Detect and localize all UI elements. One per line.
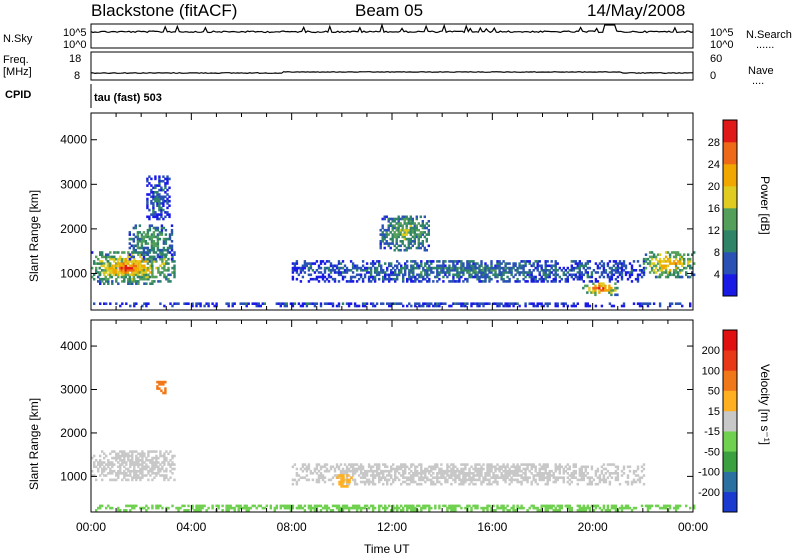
x-axis-label: Time UT <box>364 542 410 556</box>
nave-dots: .... <box>752 75 765 87</box>
velocity-region-4 <box>336 474 353 488</box>
velocity-region-2 <box>291 463 646 486</box>
velocity-cbar-swatch <box>723 390 737 412</box>
velocity-cbar-tick-label: 100 <box>702 365 720 377</box>
x-tick-label: 00:00 <box>76 520 106 534</box>
power-cbar-tick-label: 4 <box>714 269 720 281</box>
freq-trace <box>90 71 693 75</box>
velocity-cbar-swatch <box>723 451 737 472</box>
power-region-5 <box>291 260 646 283</box>
x-tick-label: 08:00 <box>277 520 307 534</box>
power-plot: 1000 2000 3000 4000 <box>60 112 696 311</box>
nsearch-dots: ...... <box>756 39 775 51</box>
axes: 4 8 12 16 20 24 28 200 100 50 15 -15 -50 -100 -200 00:0… <box>76 119 738 534</box>
nave-label: Nave <box>748 65 774 77</box>
power-cbar-swatch <box>723 252 737 275</box>
x-tick-label: 12:00 <box>377 520 407 534</box>
velocity-cbar-tick-label: -15 <box>704 426 720 438</box>
velocity-cbar-swatch <box>723 491 737 513</box>
freq-tick-bottom: 8 <box>74 70 81 82</box>
velocity-cbar-swatch <box>723 370 737 391</box>
power-region-7 <box>582 282 619 297</box>
power-cbar-swatch <box>723 186 737 209</box>
velocity-cbar-swatch <box>723 471 737 493</box>
velocity-cbar-tick-label: 15 <box>708 406 720 418</box>
power-cbar-swatch <box>723 274 737 297</box>
x-tick-label: 00:00 <box>678 520 708 534</box>
velocity-cbar-tick-label: 200 <box>702 345 720 357</box>
power-cbar-tick-label: 24 <box>708 159 720 171</box>
nave-tick-top: 60 <box>710 53 723 65</box>
power-region-8 <box>642 251 696 279</box>
power-cbar-swatch <box>723 230 737 253</box>
power-ytick-label: 4000 <box>60 133 87 147</box>
velocity-ytick-label: 3000 <box>60 383 87 397</box>
velocity-ytick-label: 2000 <box>60 426 87 440</box>
power-ytick-label: 2000 <box>60 222 87 236</box>
nave-tick-bottom: 0 <box>710 70 717 82</box>
velocity-region-0 <box>91 450 176 482</box>
nsearch-tick-top: 10^5 <box>710 27 734 39</box>
freq-unit-label: [MHz] <box>3 66 32 78</box>
velocity-cbar-swatch <box>723 410 737 432</box>
velocity-cbar-tick-label: -50 <box>704 446 720 458</box>
x-tick-label: 04:00 <box>176 520 206 534</box>
power-ytick-label: 1000 <box>60 266 87 280</box>
velocity-ytick-label: 4000 <box>60 339 87 353</box>
power-region-2 <box>128 224 174 261</box>
velocity-ytick-label: 1000 <box>60 469 87 483</box>
nsearch-tick-bottom: 10^0 <box>710 39 734 51</box>
nsearch-label: N.Search <box>746 29 792 41</box>
velocity-cbar-frame <box>722 329 738 513</box>
top-panels <box>90 22 694 108</box>
velocity-cbar-tick-label: -200 <box>698 487 720 499</box>
velocity-region-1 <box>95 504 696 512</box>
power-cbar-tick-label: 28 <box>708 137 720 149</box>
power-cbar-tick-label: 8 <box>714 247 720 259</box>
power-cbar-frame <box>722 119 738 297</box>
power-region-4 <box>93 302 692 308</box>
nsky-tick-bottom: 10^0 <box>63 39 87 51</box>
power-cbar-tick-label: 12 <box>708 225 720 237</box>
power-cbar-tick-label: 20 <box>708 181 720 193</box>
date-title: 14/May/2008 <box>587 1 686 20</box>
velocity-plot: 1000 2000 3000 4000 <box>60 319 696 513</box>
nsky-trace <box>90 22 694 34</box>
station-title: Blackstone (fitACF) <box>91 1 238 20</box>
nsky-label: N.Sky <box>3 33 33 45</box>
cpid-label: CPID <box>5 89 32 101</box>
power-cbar-tick-label: 16 <box>708 203 720 215</box>
velocity-cbar-swatch <box>723 431 737 452</box>
nsky-tick-top: 10^5 <box>63 27 87 39</box>
velocity-cbar-tick-label: 50 <box>708 386 720 398</box>
power-region-6 <box>379 215 430 252</box>
power-cbar-swatch <box>723 142 737 165</box>
x-tick-label: 20:00 <box>578 520 608 534</box>
velocity-cbar-swatch <box>723 350 737 371</box>
cpid-text: tau (fast) 503 <box>94 92 162 104</box>
power-region-3 <box>146 175 171 221</box>
velocity-region-3 <box>156 380 167 395</box>
freq-tick-top: 18 <box>69 53 82 65</box>
power-region-1 <box>98 260 154 279</box>
power-cbar-swatch <box>723 164 737 187</box>
freq-panel-frame <box>90 51 694 81</box>
x-tick-label: 16:00 <box>477 520 507 534</box>
power-cbar-swatch <box>723 208 737 231</box>
beam-title: Beam 05 <box>355 1 424 20</box>
freq-label: Freq. <box>3 54 29 66</box>
power-cbar-swatch <box>723 120 737 143</box>
power-ytick-label: 3000 <box>60 177 87 191</box>
velocity-cbar-tick-label: -100 <box>698 467 720 479</box>
velocity-cbar-swatch <box>723 330 737 351</box>
nsky-panel-frame <box>90 23 694 49</box>
